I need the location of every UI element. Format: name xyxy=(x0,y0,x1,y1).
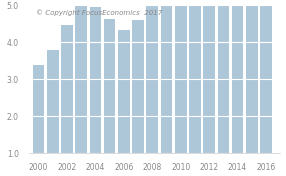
Bar xyxy=(104,19,116,153)
Text: © Copyright FocusEconomics  2017: © Copyright FocusEconomics 2017 xyxy=(36,10,162,16)
Bar xyxy=(232,0,243,153)
Bar xyxy=(203,0,215,153)
Bar xyxy=(61,25,73,153)
Bar xyxy=(132,20,144,153)
Bar xyxy=(246,0,258,153)
Bar xyxy=(218,0,229,153)
Bar xyxy=(189,0,201,153)
Bar xyxy=(47,50,59,153)
Bar xyxy=(161,0,172,153)
Bar xyxy=(90,7,101,153)
Bar xyxy=(146,6,158,153)
Bar xyxy=(33,65,44,153)
Bar xyxy=(76,2,87,153)
Bar xyxy=(175,0,186,153)
Bar xyxy=(260,0,272,153)
Bar xyxy=(118,30,130,153)
